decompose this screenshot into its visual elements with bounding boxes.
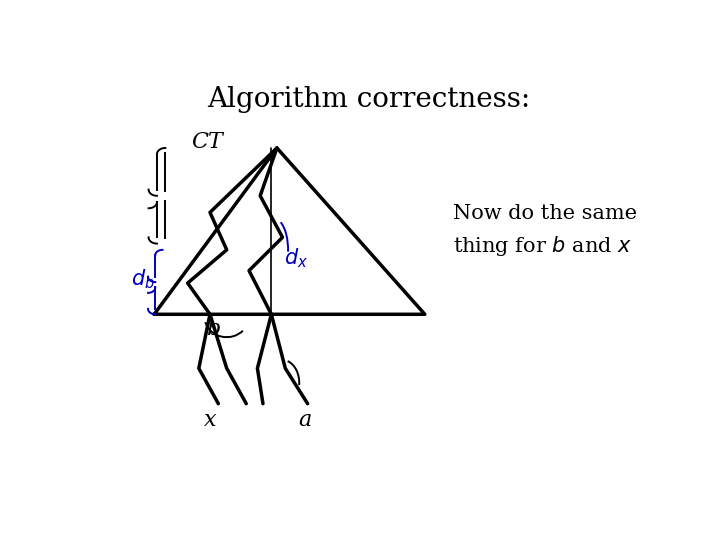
Text: CT: CT — [192, 131, 223, 153]
Text: b: b — [206, 318, 220, 340]
Text: $d_b$: $d_b$ — [131, 267, 155, 291]
Text: Algorithm correctness:: Algorithm correctness: — [207, 85, 531, 113]
Text: Now do the same
thing for $b$ and $x$: Now do the same thing for $b$ and $x$ — [453, 204, 636, 258]
Text: a: a — [298, 409, 312, 431]
Text: $d_x$: $d_x$ — [284, 246, 308, 270]
Text: x: x — [204, 409, 216, 431]
